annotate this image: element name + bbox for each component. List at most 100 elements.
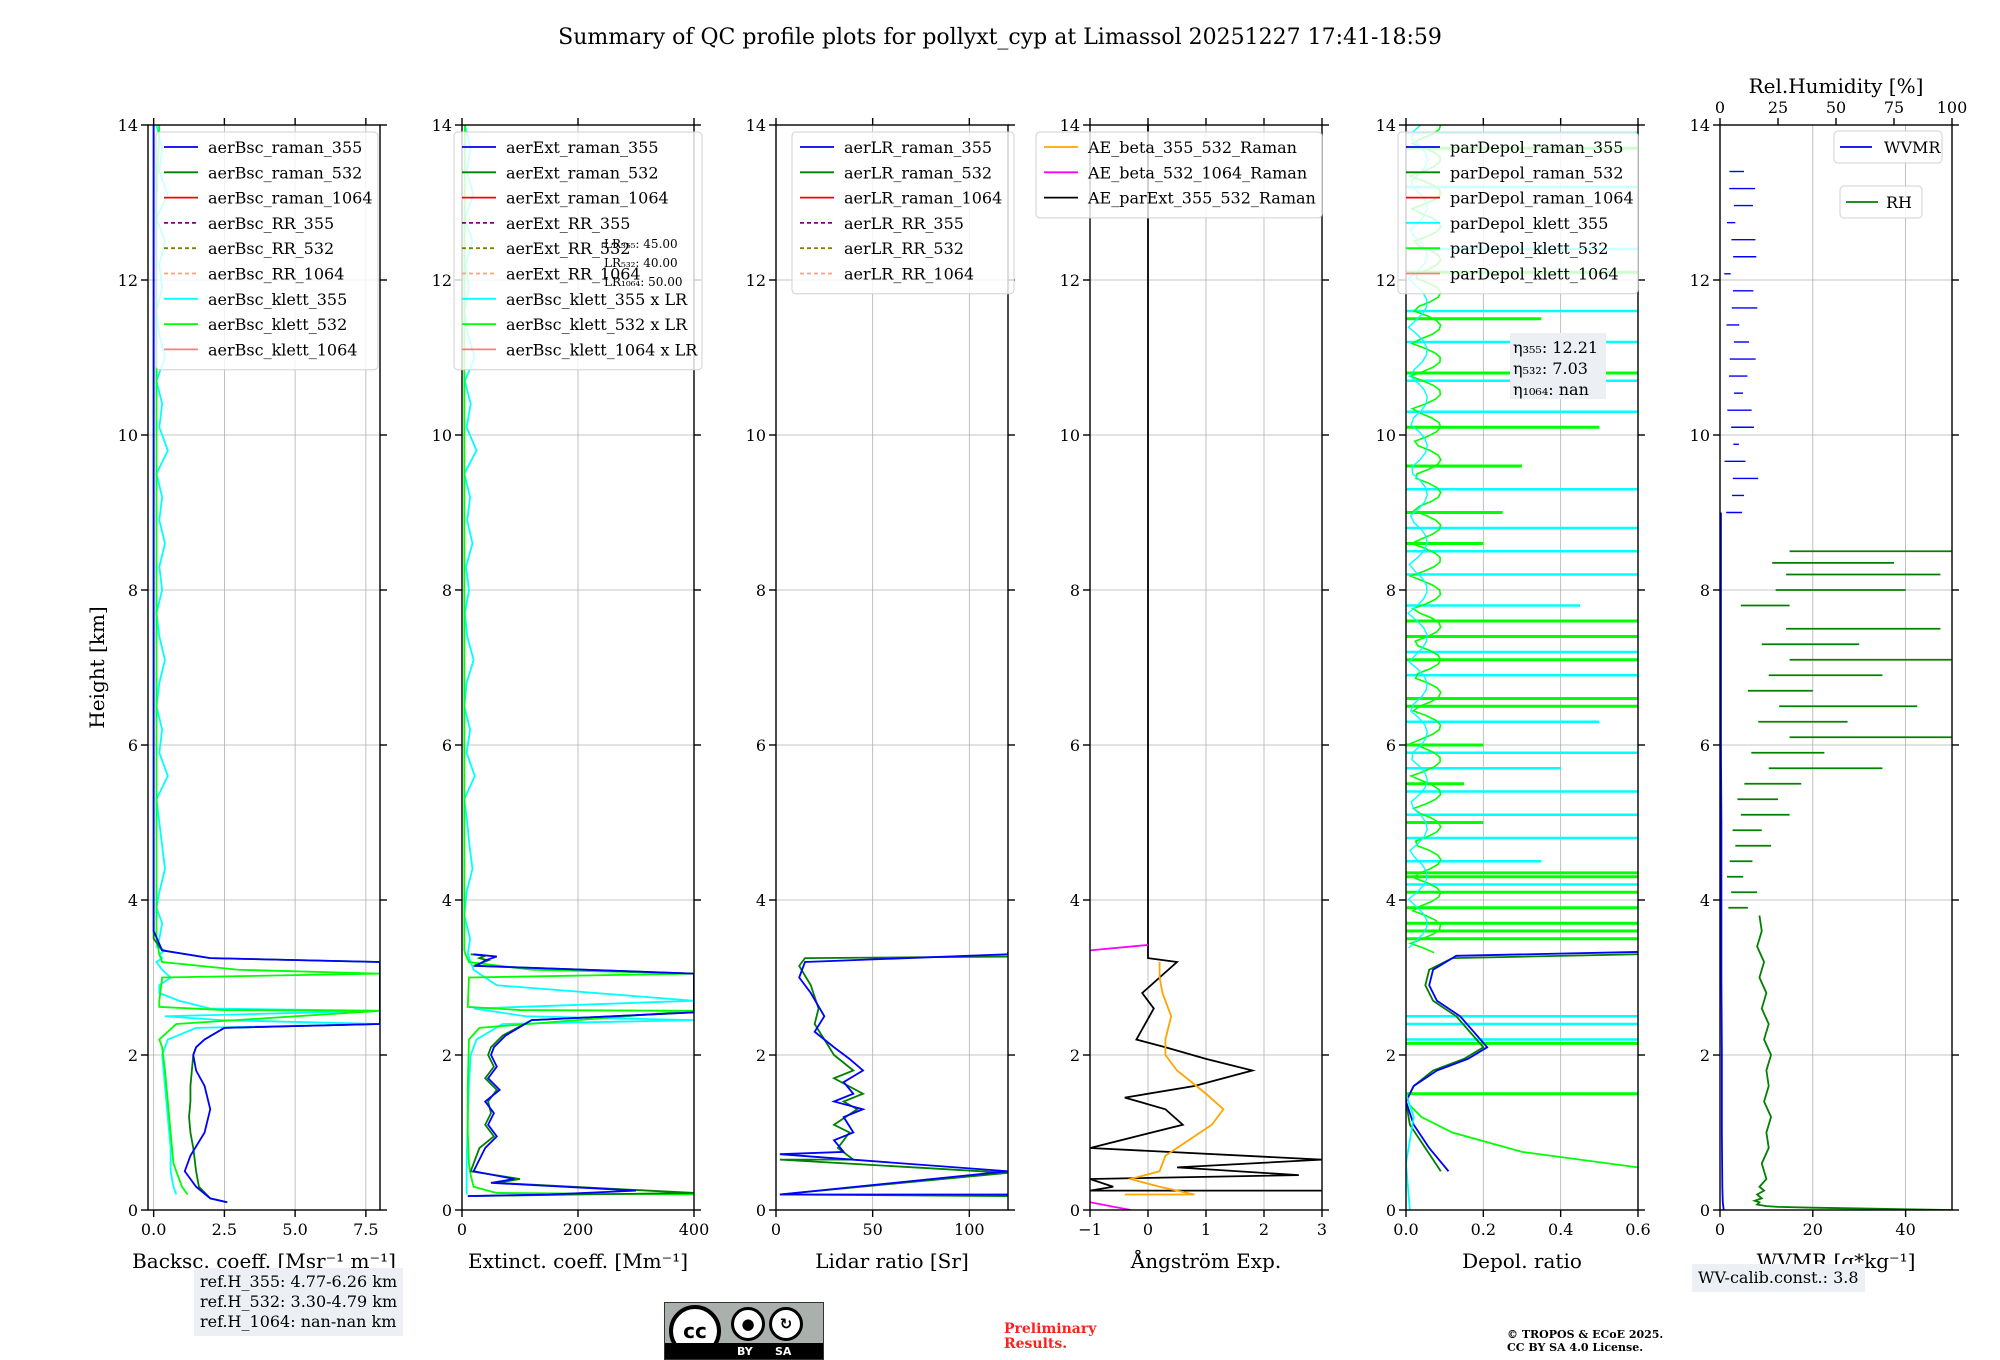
legend-box	[1397, 131, 1639, 295]
y-tick-label: 0	[756, 1201, 766, 1220]
preliminary-note: Preliminary Results.	[1004, 1322, 1096, 1352]
x-tick-label: 100	[954, 1220, 985, 1239]
series-aerLR_raman_532	[779, 955, 1008, 1197]
legend-label: aerBsc_klett_532	[208, 315, 347, 334]
eta-value-text: η₅₃₂: 7.03	[1513, 359, 1588, 378]
legend-label: aerExt_RR_355	[506, 214, 630, 233]
x-tick-label: 2	[1259, 1220, 1269, 1239]
y-tick-label: 10	[118, 426, 138, 445]
legend-lidar_ratio: aerLR_raman_355 aerLR_raman_532 aerLR_rama…	[791, 131, 1015, 295]
eta-box-bg	[1510, 333, 1606, 399]
legend-label: aerLR_RR_355	[844, 214, 964, 233]
x-tick-label: 50	[862, 1220, 882, 1239]
x-tick-label: 0	[1715, 1220, 1725, 1239]
y-tick-label: 2	[1070, 1046, 1080, 1065]
panel-wvmr: 0 2 4 6 8 10 12 14 0 20 40 0 25 50 75 100 Rel.Humidity […	[1690, 74, 1968, 1273]
series-parDepol_klett_355_low	[1406, 1093, 1415, 1210]
x-tick-label: 2.5	[212, 1220, 237, 1239]
y-tick-label: 6	[1386, 736, 1396, 755]
y-tick-label: 12	[746, 271, 766, 290]
y-tick-label: 0	[1070, 1201, 1080, 1220]
y-tick-label: 10	[746, 426, 766, 445]
legend-label: aerLR_raman_532	[844, 163, 992, 182]
series-AE_beta_355_532_Raman	[1124, 962, 1225, 1196]
series-aerBsc_raman_355	[152, 125, 380, 1204]
x-tick-label: 0	[457, 1220, 467, 1239]
y-tick-label: 8	[128, 581, 138, 600]
legend-label: parDepol_klett_532	[1450, 239, 1608, 258]
top-x-tick-label: 0	[1715, 98, 1725, 117]
ref-height-box: ref.H_355: 4.77-6.26 km ref.H_532: 3.30-…	[194, 1268, 404, 1336]
legend-label: aerBsc_RR_355	[208, 214, 334, 233]
series-aerBsc_klett_532	[155, 125, 380, 1196]
lr-value-text: LR₁₀₆₄: 50.00	[604, 275, 682, 289]
copyright-line-2: CC BY SA 4.0 License.	[1507, 1341, 1644, 1354]
legend-box	[791, 131, 1015, 295]
panel-data	[779, 951, 1008, 1197]
cc-label-bar	[665, 1343, 823, 1359]
legend-label: aerExt_raman_355	[506, 138, 659, 157]
legend-label: aerExt_RR_532	[506, 239, 630, 258]
y-tick-label: 4	[442, 891, 452, 910]
x-axis-label: Depol. ratio	[1462, 1249, 1582, 1273]
copyright-note: © TROPOS & ECoE 2025. CC BY SA 4.0 Licen…	[1507, 1328, 1663, 1354]
series-RH	[1751, 915, 1952, 1210]
y-tick-label: 8	[756, 581, 766, 600]
y-tick-label: 6	[1700, 736, 1710, 755]
cc-license-badge: cc ● ↻ BY SA	[664, 1302, 824, 1360]
y-tick-label: 2	[1700, 1046, 1710, 1065]
top-x-tick-label: 25	[1768, 98, 1788, 117]
y-tick-label: 4	[756, 891, 766, 910]
top-x-tick-label: 100	[1937, 98, 1968, 117]
y-tick-label: 14	[746, 116, 766, 135]
legend-label: AE_beta_355_532_Raman	[1087, 138, 1297, 157]
x-tick-label: 7.5	[353, 1220, 378, 1239]
panel-data	[1090, 125, 1322, 1210]
y-tick-label: 8	[1386, 581, 1396, 600]
eta-value-text: η₃₅₅: 12.21	[1513, 338, 1598, 357]
legend-label: parDepol_raman_1064	[1450, 189, 1634, 208]
y-tick-label: 10	[1690, 426, 1710, 445]
y-axis-label: Height [km]	[85, 606, 109, 728]
y-tick-label: 12	[432, 271, 452, 290]
legend-label: aerBsc_klett_1064 x LR	[506, 340, 698, 359]
x-tick-label: 3	[1317, 1220, 1327, 1239]
wv-calib-const: WV-calib.const.: 3.8	[1698, 1268, 1859, 1287]
series-AE_beta_532_1064_Raman_low	[1090, 1201, 1131, 1210]
legend-label: parDepol_klett_1064	[1450, 265, 1619, 284]
y-tick-label: 4	[1386, 891, 1396, 910]
y-tick-label: 10	[1376, 426, 1396, 445]
copyright-line-1: © TROPOS & ECoE 2025.	[1507, 1328, 1664, 1341]
y-tick-label: 0	[1700, 1201, 1710, 1220]
y-tick-label: 4	[1070, 891, 1080, 910]
figure-title: Summary of QC profile plots for pollyxt_…	[558, 25, 1442, 50]
wv-calib-box: WV-calib.const.: 3.8	[1692, 1264, 1865, 1292]
series-parDepol_raman_355	[1406, 951, 1638, 1172]
panel-depol: 0 2 4 6 8 10 12 14 0.0 0.2 0.4 0.6 Depol. ratio parDe…	[1376, 116, 1651, 1273]
legend-box	[1035, 131, 1323, 219]
legend-box	[155, 131, 379, 371]
y-tick-label: 6	[442, 736, 452, 755]
legend-label: aerBsc_raman_355	[208, 138, 362, 157]
series-WVMR	[1720, 512, 1725, 1210]
legend-label: aerLR_raman_355	[844, 138, 992, 157]
x-tick-label: 5.0	[282, 1220, 307, 1239]
top-x-tick-label: 75	[1884, 98, 1904, 117]
legend-backscatter: aerBsc_raman_355 aerBsc_raman_532 aerBsc_r…	[155, 131, 379, 371]
y-tick-label: 0	[442, 1201, 452, 1220]
y-tick-label: 14	[118, 116, 138, 135]
x-tick-label: 400	[679, 1220, 710, 1239]
x-tick-label: 200	[563, 1220, 594, 1239]
y-tick-label: 14	[1376, 116, 1396, 135]
panel-extinction: 0 2 4 6 8 10 12 14 0 200 400 Extinct. coeff. [Mm⁻¹]…	[432, 116, 710, 1273]
panel-frame	[1719, 124, 1953, 1211]
legend-label: aerLR_raman_1064	[844, 189, 1002, 208]
x-tick-label: 0	[771, 1220, 781, 1239]
series-aerExt_raman_355	[467, 953, 694, 1197]
y-tick-label: 12	[1060, 271, 1080, 290]
legend-label: aerExt_raman_532	[506, 163, 659, 182]
legend-wvmr: WVMR RH	[1833, 130, 1943, 219]
legend-label: aerBsc_klett_1064	[208, 340, 357, 359]
ref-height-355: ref.H_355: 4.77-6.26 km	[200, 1272, 398, 1291]
series-parDepol_raman_532	[1406, 953, 1638, 1172]
